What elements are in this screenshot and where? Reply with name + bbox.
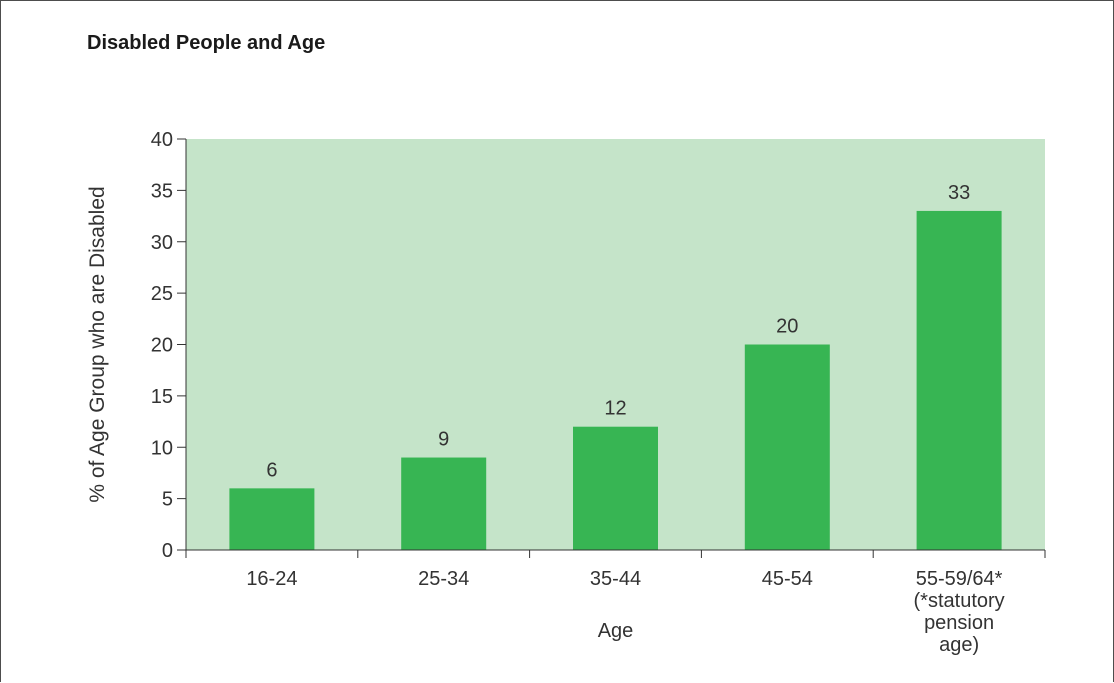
y-axis-label: % of Age Group who are Disabled	[86, 186, 109, 502]
x-tick-label-2: 25-34	[418, 568, 469, 590]
y-tick-label-0: 0	[162, 540, 173, 562]
x-axis-label: Age	[598, 620, 634, 642]
y-tick-label-10: 10	[151, 437, 173, 459]
bar-1	[229, 488, 315, 550]
y-tick-label-30: 30	[151, 232, 173, 254]
y-tick-label-20: 20	[151, 335, 173, 357]
y-tick-label-15: 15	[151, 386, 173, 408]
y-tick-label-5: 5	[162, 489, 173, 511]
x-tick-label-1: 16-24	[246, 568, 297, 590]
bar-3	[573, 426, 658, 550]
x-tick-label-line: age)	[939, 634, 979, 656]
x-tick-label-line: 45-54	[762, 568, 813, 590]
bar-2	[401, 457, 487, 550]
bar-5	[916, 210, 1002, 551]
x-tick-label-line: (*statutory	[914, 590, 1005, 612]
x-tick-label-3: 35-44	[590, 568, 641, 590]
bar-4	[744, 344, 830, 550]
x-tick-label-line: pension	[924, 612, 994, 634]
chart-title: Disabled People and Age	[87, 32, 326, 54]
data-label-4: 20	[776, 316, 798, 338]
x-tick-label-line: 35-44	[590, 568, 641, 590]
x-tick-label-line: 55-59/64*	[916, 568, 1003, 590]
y-tick-label-35: 35	[151, 180, 173, 202]
x-tick-label-4: 45-54	[762, 568, 813, 590]
data-label-5: 33	[948, 182, 970, 204]
x-tick-label-line: 25-34	[418, 568, 469, 590]
y-tick-label-40: 40	[151, 129, 173, 151]
data-label-2: 9	[438, 429, 449, 451]
y-tick-label-25: 25	[151, 283, 173, 305]
data-label-1: 6	[266, 459, 277, 481]
x-tick-label-5: 55-59/64* (*statutory pension age)	[914, 568, 1005, 656]
data-label-3: 12	[604, 398, 626, 420]
x-tick-label-line: 16-24	[246, 568, 297, 590]
